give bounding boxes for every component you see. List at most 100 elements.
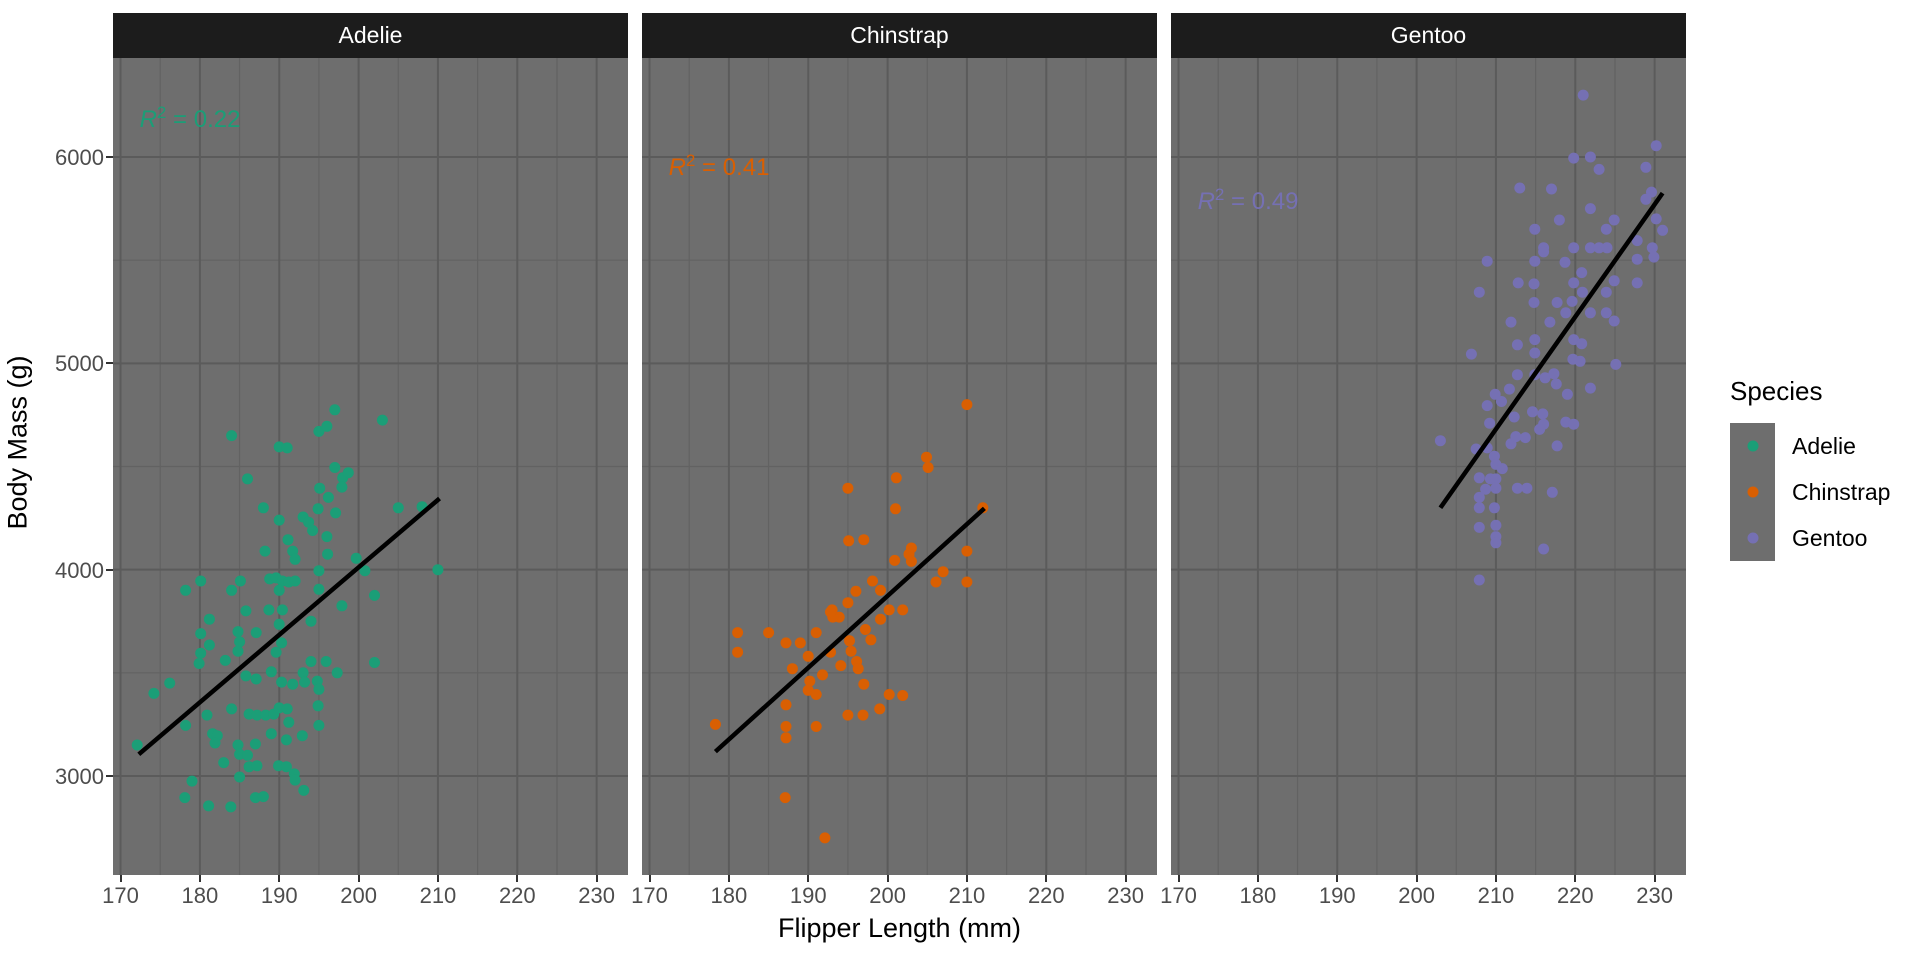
x-tick-label: 200 (340, 883, 377, 908)
data-point (242, 473, 253, 485)
legend-point-icon (1747, 440, 1758, 452)
data-point (1584, 242, 1596, 254)
data-point (234, 575, 246, 587)
x-tick-label: 220 (1556, 883, 1594, 908)
data-point (921, 451, 932, 463)
data-point (1490, 537, 1502, 549)
x-tick-label: 190 (1318, 883, 1356, 908)
data-point (1568, 277, 1580, 289)
data-point (1505, 316, 1517, 328)
data-point (1593, 163, 1605, 175)
legend-key-swatch (1730, 423, 1775, 469)
data-point (780, 699, 792, 711)
data-point (240, 605, 252, 617)
regression-line (137, 496, 441, 757)
legend-label: Gentoo (1792, 524, 1868, 551)
y-tick-label: 4000 (55, 557, 104, 583)
data-point (311, 675, 323, 687)
data-point (218, 757, 230, 769)
data-point (234, 771, 246, 783)
data-point (273, 618, 285, 630)
data-point (1593, 242, 1605, 254)
data-point (825, 606, 836, 618)
data-point (265, 728, 277, 740)
legend-key-swatch (1730, 515, 1775, 561)
data-point (305, 615, 317, 627)
data-point (1434, 435, 1446, 447)
data-point (1534, 423, 1546, 435)
panel-canvas-gentoo (1171, 58, 1686, 875)
data-point (1608, 315, 1620, 327)
x-tick-label: 210 (1477, 883, 1515, 908)
data-point (835, 660, 847, 672)
data-point (276, 637, 288, 649)
data-point (1566, 295, 1578, 307)
data-point (376, 414, 388, 426)
data-point (859, 624, 871, 635)
facet-strip-gentoo: Gentoo (1171, 13, 1686, 58)
data-point (432, 564, 444, 576)
data-point (336, 600, 348, 612)
data-point (313, 683, 325, 695)
data-point (359, 565, 371, 577)
data-point (313, 583, 325, 595)
data-point (1480, 483, 1492, 495)
facet-strip-chinstrap: Chinstrap (642, 13, 1157, 58)
legend-entry-gentoo: Gentoo (1730, 515, 1912, 561)
data-point (330, 507, 342, 519)
data-point (369, 657, 380, 668)
data-point (263, 604, 275, 616)
data-point (732, 627, 744, 639)
x-tick-mark (1574, 875, 1577, 882)
data-point (1546, 486, 1558, 498)
data-point (265, 666, 277, 678)
data-point (131, 739, 143, 751)
data-point (858, 678, 870, 690)
data-point (329, 404, 341, 416)
data-point (850, 585, 862, 597)
data-point (842, 709, 854, 721)
legend-title: Species (1730, 376, 1823, 406)
data-point (1650, 140, 1662, 152)
x-tick-mark (119, 875, 122, 882)
data-point (250, 627, 262, 639)
data-point (1539, 372, 1551, 384)
regression-line (713, 506, 986, 754)
x-tick-mark (595, 875, 598, 882)
data-point (313, 565, 325, 577)
data-point (867, 575, 878, 587)
facet-strip-label: Gentoo (1390, 22, 1467, 48)
legend: Species Adelie Chinstrap Gentoo (1712, 376, 1912, 561)
data-point (1576, 267, 1588, 279)
data-point (1648, 251, 1660, 263)
data-point (234, 636, 246, 648)
data-point (298, 784, 310, 796)
legend-point-icon (1747, 486, 1758, 498)
data-point (322, 491, 334, 503)
data-point (193, 658, 205, 669)
x-tick-label: 180 (1239, 883, 1277, 908)
data-point (320, 656, 332, 667)
data-point (270, 646, 282, 658)
data-point (281, 703, 293, 715)
data-point (287, 678, 299, 690)
data-point (1560, 307, 1572, 319)
data-point (336, 481, 348, 493)
data-point (1473, 491, 1485, 503)
x-tick-label: 230 (1107, 883, 1144, 908)
regression-line (1438, 191, 1665, 510)
x-tick-label: 230 (1636, 883, 1673, 908)
data-point (249, 738, 261, 750)
data-point (232, 739, 244, 751)
data-point (780, 732, 792, 744)
data-point (1488, 502, 1500, 514)
data-point (1473, 472, 1485, 484)
data-point (281, 442, 293, 454)
data-point (1473, 574, 1485, 586)
data-point (1631, 253, 1643, 265)
facet-strip-label: Chinstrap (850, 22, 949, 48)
data-point (857, 709, 869, 721)
data-point (1484, 417, 1496, 429)
data-point (1584, 382, 1596, 394)
data-point (179, 792, 191, 804)
